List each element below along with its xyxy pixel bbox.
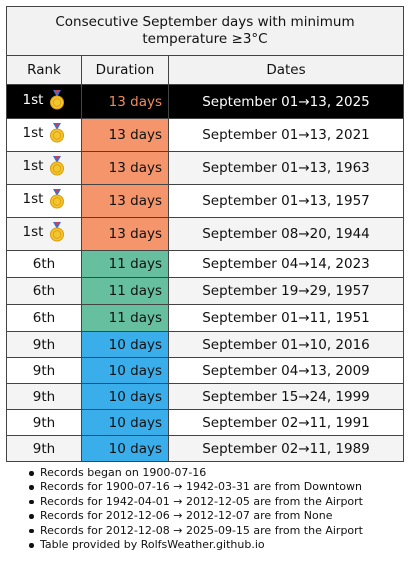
dates-cell: September 08→20, 1944 — [168, 217, 404, 251]
note-item: Records for 1942-04-01 → 2012-12-05 are … — [29, 494, 363, 508]
duration-cell: 11 days — [81, 277, 169, 305]
note-item: Records for 2012-12-06 → 2012-12-07 are … — [29, 509, 363, 523]
table-row: 9th 10 days September 01→10, 2016 — [6, 331, 404, 358]
table-row: 9th 10 days September 02→11, 1991 — [6, 409, 404, 436]
duration-cell: 13 days — [81, 184, 169, 218]
rank-cell: 1st — [6, 118, 82, 152]
note-item: Table provided by RolfsWeather.github.io — [29, 538, 363, 552]
dates-cell: September 01→10, 2016 — [168, 331, 404, 358]
duration-cell: 13 days — [81, 84, 169, 119]
duration-cell: 13 days — [81, 118, 169, 152]
dates-cell: September 04→14, 2023 — [168, 250, 404, 278]
gold-medal-icon — [49, 222, 65, 246]
dates-cell: September 02→11, 1989 — [168, 435, 404, 462]
header-duration: Duration — [81, 55, 169, 85]
dates-cell: September 01→11, 1951 — [168, 304, 404, 332]
note-item: Records for 2012-12-08 → 2025-09-15 are … — [29, 523, 363, 537]
rank-cell: 1st — [6, 151, 82, 185]
gold-medal-icon — [49, 89, 65, 114]
dates-cell: September 15→24, 1999 — [168, 383, 404, 410]
rank-label: 6th — [32, 256, 56, 272]
table-row: 1st 13 days September 01→13, 2025 — [6, 84, 404, 119]
table-title: Consecutive September days with minimum … — [6, 6, 404, 56]
rank-label: 9th — [32, 440, 56, 457]
table-body: 1st 13 days September 01→13, 2025 1st 13 day… — [6, 84, 404, 462]
records-table: Consecutive September days with minimum … — [6, 6, 404, 462]
rank-cell: 9th — [6, 383, 82, 410]
table-row: 6th 11 days September 04→14, 2023 — [6, 250, 404, 278]
duration-cell: 11 days — [81, 250, 169, 278]
duration-cell: 13 days — [81, 151, 169, 185]
rank-cell: 9th — [6, 409, 82, 436]
rank-cell: 1st — [6, 184, 82, 218]
duration-cell: 13 days — [81, 217, 169, 251]
duration-cell: 10 days — [81, 409, 169, 436]
gold-medal-icon — [49, 156, 65, 180]
rank-cell: 6th — [6, 304, 82, 332]
header-rank: Rank — [6, 55, 82, 85]
table-row: 9th 10 days September 02→11, 1989 — [6, 435, 404, 462]
note-item: Records for 1900-07-16 → 1942-03-31 are … — [29, 480, 362, 494]
rank-cell: 9th — [6, 435, 82, 462]
table-row: 1st 13 days September 01→13, 1957 — [6, 184, 404, 218]
dates-cell: September 04→13, 2009 — [168, 357, 404, 384]
note-item: Records began on 1900-07-16 — [29, 466, 363, 480]
rank-label: 9th — [32, 362, 56, 379]
rank-label: 1st — [22, 125, 44, 141]
rank-cell: 6th — [6, 277, 82, 305]
table-row: 6th 11 days September 01→11, 1951 — [6, 304, 404, 332]
dates-cell: September 01→13, 2021 — [168, 118, 404, 152]
table-row: 1st 13 days September 01→13, 2021 — [6, 118, 404, 152]
rank-label: 9th — [32, 336, 56, 353]
gold-medal-icon — [49, 123, 65, 147]
header-dates: Dates — [168, 55, 404, 85]
records-table-container: Consecutive September days with minimum … — [6, 6, 404, 462]
rank-cell: 6th — [6, 250, 82, 278]
dates-cell: September 01→13, 1963 — [168, 151, 404, 185]
rank-label: 1st — [22, 191, 44, 207]
notes-list: Records began on 1900-07-16 Records for 1… — [29, 466, 363, 552]
duration-cell: 10 days — [81, 383, 169, 410]
dates-cell: September 02→11, 1991 — [168, 409, 404, 436]
duration-cell: 10 days — [81, 331, 169, 358]
table-row: 9th 10 days September 15→24, 1999 — [6, 383, 404, 410]
rank-label: 6th — [32, 283, 56, 299]
dates-cell: September 19→29, 1957 — [168, 277, 404, 305]
rank-label: 9th — [32, 414, 56, 431]
dates-cell: September 01→13, 1957 — [168, 184, 404, 218]
rank-label: 6th — [32, 310, 56, 326]
duration-cell: 11 days — [81, 304, 169, 332]
rank-label: 1st — [22, 91, 44, 108]
rank-label: 1st — [22, 224, 44, 240]
table-row: 1st 13 days September 08→20, 1944 — [6, 217, 404, 251]
table-row: 1st 13 days September 01→13, 1963 — [6, 151, 404, 185]
gold-medal-icon — [49, 189, 65, 213]
rank-cell: 1st — [6, 84, 82, 119]
rank-cell: 9th — [6, 331, 82, 358]
table-row: 9th 10 days September 04→13, 2009 — [6, 357, 404, 384]
rank-label: 9th — [32, 388, 56, 405]
table-row: 6th 11 days September 19→29, 1957 — [6, 277, 404, 305]
rank-cell: 9th — [6, 357, 82, 384]
rank-label: 1st — [22, 158, 44, 174]
dates-cell: September 01→13, 2025 — [168, 84, 404, 119]
duration-cell: 10 days — [81, 435, 169, 462]
rank-cell: 1st — [6, 217, 82, 251]
duration-cell: 10 days — [81, 357, 169, 384]
